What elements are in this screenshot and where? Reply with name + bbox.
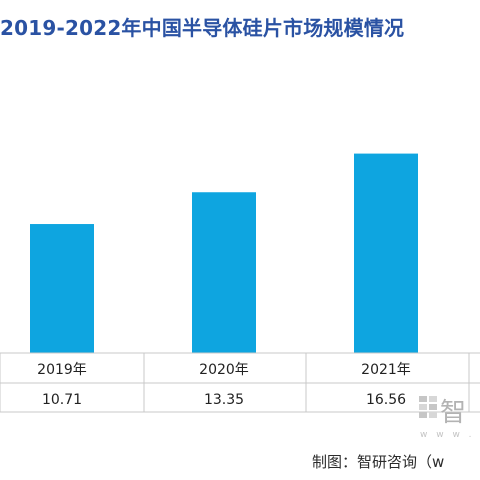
data-table: 2019年 10.71 2020年 13.35 2021年 16.56 (0, 352, 480, 413)
category-label: 2021年 (361, 362, 411, 378)
value-label: 13.35 (204, 392, 244, 408)
category-label: 2020年 (199, 362, 249, 378)
watermark-text: 智 (440, 398, 467, 428)
plot-area (30, 153, 418, 353)
chart-title: 2019-2022年中国半导体硅片市场规模情况 (0, 16, 405, 40)
source-note: 制图：智研咨询（w (312, 453, 445, 471)
bar (30, 224, 94, 353)
value-label: 16.56 (366, 392, 406, 408)
value-label: 10.71 (42, 392, 82, 408)
watermark-dots: w w w . (420, 430, 475, 440)
bar (354, 153, 418, 353)
watermark-logo: 智 w w w . (418, 394, 480, 440)
logo-icon (419, 396, 437, 418)
category-label: 2019年 (37, 362, 87, 378)
bar (192, 192, 256, 353)
